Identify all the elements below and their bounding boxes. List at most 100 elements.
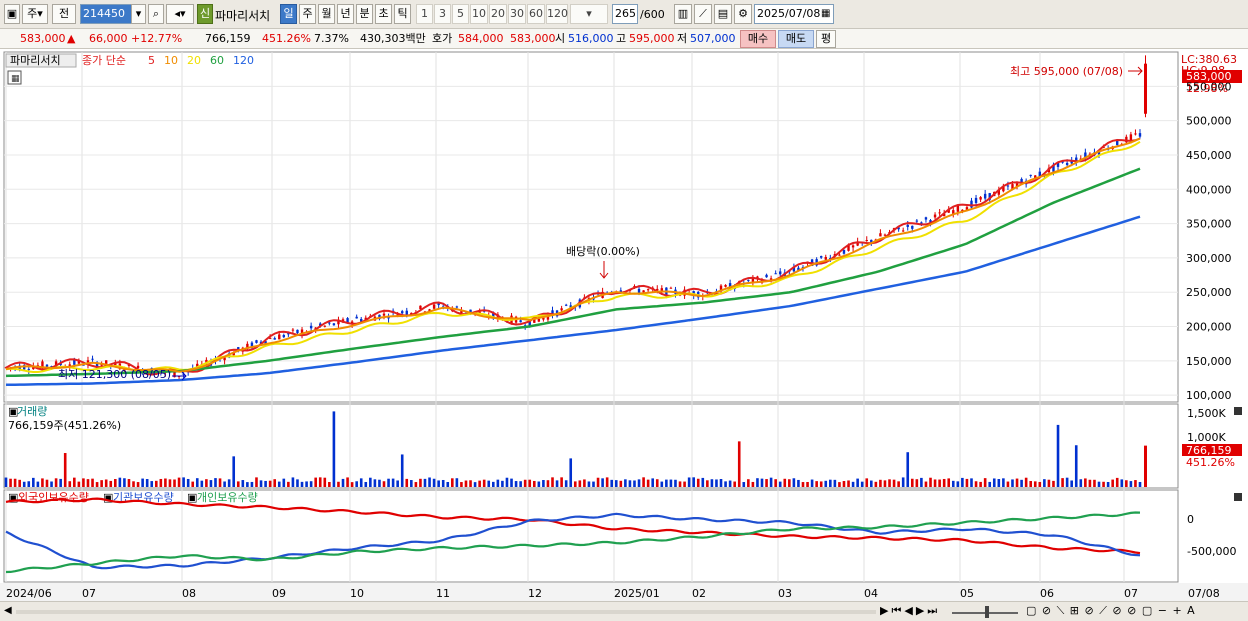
volume-bar [100, 480, 103, 487]
gear-icon[interactable]: ⚙ [734, 4, 752, 24]
volume-bar [236, 481, 240, 487]
volume-bar [455, 478, 459, 487]
volume-bar [241, 480, 245, 487]
indicator-icon-glyph: ▦ [11, 74, 20, 84]
candle-body [751, 277, 755, 284]
candle-body [619, 290, 623, 293]
candle-body [719, 285, 723, 292]
calendar-icon[interactable]: ▦ [821, 8, 831, 19]
zoom-slider-handle[interactable] [985, 606, 989, 618]
volume-bar [546, 480, 550, 487]
x-tick: 07/08 [1188, 587, 1220, 600]
volume-bar [355, 481, 358, 487]
candle-body [136, 365, 140, 369]
stock-code-input[interactable]: 214450 [80, 4, 146, 24]
volume-bar [532, 480, 536, 487]
candle-body [564, 304, 568, 306]
candle-body [847, 245, 850, 251]
period-tab-3[interactable]: 년 [337, 4, 354, 24]
sound-icon[interactable]: ◂▾ [166, 4, 194, 24]
candle-body [496, 314, 500, 320]
price-axis: 550,000 500,000 450,000 400,000 350,000 300,0… [1186, 80, 1232, 402]
holding-legend-marker: ▣ [103, 491, 113, 504]
period-tab-1[interactable]: 주 [299, 4, 316, 24]
interval-dropdown[interactable]: ▾ [570, 4, 608, 24]
candle-body [646, 289, 650, 291]
candle-body [1006, 185, 1010, 187]
volume-bar [446, 481, 450, 487]
candle-body [942, 213, 946, 217]
volume-bar [897, 481, 900, 487]
volume-bar [665, 479, 668, 487]
volume-bar [145, 479, 149, 487]
interval-tab-0[interactable]: 1 [416, 4, 433, 24]
period-tab-0[interactable]: 일 [280, 4, 297, 24]
volume-bar [856, 478, 859, 487]
search-icon[interactable]: ⌕ [148, 4, 164, 24]
volume-bar [879, 479, 882, 487]
interval-tab-6[interactable]: 60 [527, 4, 545, 24]
average-button[interactable]: 평 [816, 30, 836, 48]
candle-icon[interactable]: ▥ [674, 4, 692, 24]
ma-legend-120: 120 [233, 54, 254, 67]
volume-bar [9, 478, 12, 487]
buy-button[interactable]: 매수 [740, 30, 776, 48]
scroll-controls-icon[interactable]: ▶⏮◀▶⏭ [880, 604, 941, 617]
code-dropdown-icon[interactable]: ▾ [131, 4, 146, 24]
volume-bar [1020, 479, 1023, 487]
volume-bar [733, 481, 736, 487]
volume-ratio: 451.26% [262, 32, 311, 45]
volume-bar [669, 479, 673, 487]
bar-count-input[interactable]: 265 [612, 4, 638, 24]
price-panel [3, 51, 1179, 403]
candle-body [660, 288, 664, 293]
volume-bar [154, 480, 158, 487]
save-icon[interactable]: ▤ [714, 4, 732, 24]
date-input[interactable]: 2025/07/08 [754, 4, 834, 24]
volume-bar [287, 481, 290, 487]
interval-tab-4[interactable]: 20 [489, 4, 507, 24]
period-tab-4[interactable]: 분 [356, 4, 373, 24]
volume-bar [610, 479, 614, 487]
stock-chart[interactable]: 파마리서치 종가 단순 5 10 20 60 120 ▦ 최고 595,000 (07/… [0, 50, 1248, 602]
period-tab-2[interactable]: 월 [318, 4, 335, 24]
volume-bar [696, 478, 700, 487]
interval-tab-2[interactable]: 5 [452, 4, 469, 24]
candle-body [1038, 171, 1042, 177]
period-tab-6[interactable]: 틱 [394, 4, 411, 24]
candle-body [1002, 186, 1005, 192]
indicator-icon[interactable] [7, 70, 22, 85]
candle-body [947, 208, 950, 213]
candle-body [933, 214, 937, 218]
window-icon[interactable]: ▣ [4, 4, 20, 24]
x-axis-bg [0, 583, 1248, 601]
candle-body [223, 357, 226, 361]
period-tab-5[interactable]: 초 [375, 4, 392, 24]
volume-close-icon[interactable] [1234, 407, 1242, 415]
candle-body [792, 267, 796, 272]
volume-bar [373, 479, 377, 487]
holding-close-icon[interactable] [1234, 493, 1242, 501]
interval-tab-3[interactable]: 10 [470, 4, 488, 24]
draw-line-icon[interactable]: ⟋ [694, 4, 712, 24]
prev-button[interactable]: 전 [52, 4, 76, 24]
volume-bar [209, 480, 213, 487]
candle-body [537, 318, 541, 322]
scroll-left-icon[interactable]: ◀ [4, 605, 12, 616]
chart-tools-icon[interactable]: ▢ ⊘ ⟍ ⊞ ⊘ ⟋ ⊘ ⊘ ▢ − + A [1026, 604, 1196, 617]
volume-bar [938, 479, 941, 487]
sell-button[interactable]: 매도 [778, 30, 814, 48]
interval-tab-5[interactable]: 30 [508, 4, 526, 24]
period-select[interactable]: 주▾ [22, 4, 48, 24]
scroll-track[interactable] [16, 610, 876, 614]
volume-bar [59, 478, 62, 487]
candle-body [273, 338, 276, 340]
volume-bar [596, 477, 600, 487]
volume-bar [273, 479, 276, 487]
volume-bar [583, 479, 586, 487]
interval-tab-1[interactable]: 3 [434, 4, 451, 24]
volume-bar [956, 481, 960, 487]
bar-count-max: /600 [640, 8, 665, 21]
interval-tab-7[interactable]: 120 [546, 4, 568, 24]
